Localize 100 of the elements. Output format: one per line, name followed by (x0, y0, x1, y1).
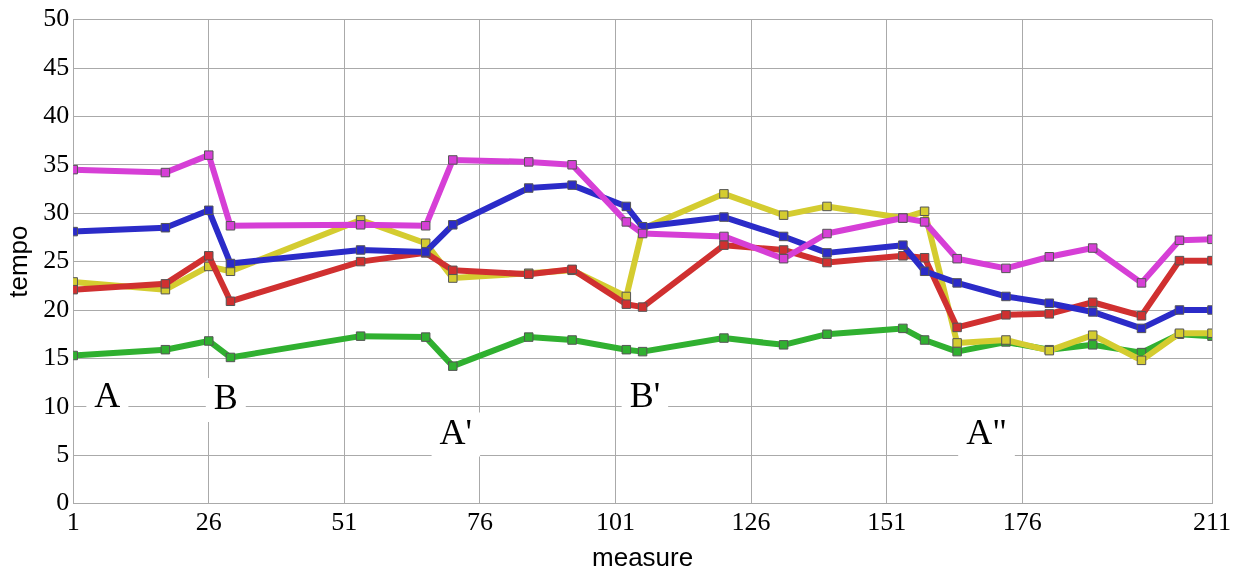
point (719, 240, 729, 250)
point (355, 256, 366, 267)
point (898, 323, 908, 334)
point (420, 221, 431, 231)
point (1001, 263, 1011, 274)
y-tick-label: 50 (43, 3, 70, 33)
point (822, 201, 832, 212)
point (160, 222, 171, 233)
point (1174, 305, 1185, 315)
y-axis-title: tempo (2, 225, 33, 298)
point (1087, 330, 1098, 340)
point (1087, 297, 1098, 307)
point (898, 240, 908, 250)
point (1001, 291, 1011, 302)
y-tick-label: 40 (43, 100, 70, 130)
point (1136, 278, 1147, 288)
x-tick-label: 26 (195, 507, 222, 537)
annotation: A (94, 374, 121, 415)
annotation: A' (439, 411, 473, 452)
point (1174, 235, 1185, 246)
point (225, 352, 236, 363)
point (448, 265, 458, 276)
y-tick-label: 10 (43, 390, 70, 420)
x-tick-label: 126 (731, 507, 771, 537)
point (822, 257, 832, 268)
point (204, 251, 214, 261)
point (448, 155, 458, 165)
point (637, 228, 648, 239)
point (448, 273, 458, 283)
point (952, 338, 962, 348)
point (160, 279, 171, 289)
y-tick-label: 35 (43, 148, 70, 178)
point (567, 180, 577, 190)
y-tick-label: 20 (43, 293, 70, 323)
point (1087, 243, 1098, 253)
annotation: B' (629, 374, 661, 415)
point (1044, 298, 1055, 308)
point (204, 205, 214, 216)
point (719, 212, 729, 222)
y-tick-label: 15 (43, 342, 70, 372)
point (898, 251, 908, 261)
point (822, 329, 832, 339)
x-axis-title: measure (592, 541, 694, 572)
y-tick-label: 30 (43, 197, 70, 227)
point (355, 331, 366, 341)
point (160, 344, 171, 355)
point (778, 245, 789, 255)
x-tick-label: 211 (1192, 507, 1232, 537)
point (919, 206, 930, 217)
point (778, 210, 789, 220)
point (448, 361, 458, 371)
annotation: B (213, 377, 238, 418)
point (1136, 323, 1147, 334)
point (778, 340, 789, 350)
point (919, 266, 930, 277)
point (567, 335, 577, 345)
point (523, 183, 534, 193)
point (1136, 311, 1147, 321)
x-tick-label: 76 (466, 507, 493, 537)
point (919, 217, 930, 227)
x-tick-label: 151 (867, 507, 907, 537)
point (448, 220, 458, 230)
point (637, 302, 648, 312)
x-tick-label: 51 (331, 507, 358, 537)
point (160, 167, 171, 178)
x-tick-label: 101 (595, 507, 635, 537)
point (778, 231, 789, 242)
point (1001, 310, 1011, 320)
point (523, 332, 534, 342)
point (225, 221, 236, 231)
y-tick-label: 5 (56, 439, 70, 469)
point (637, 346, 648, 357)
point (420, 332, 431, 342)
point (952, 278, 962, 288)
point (952, 253, 962, 264)
point (567, 160, 577, 170)
point (822, 228, 832, 239)
point (952, 346, 962, 357)
point (621, 299, 632, 309)
point (719, 333, 729, 343)
annotation: A" (966, 411, 1007, 452)
y-tick-label: 25 (43, 245, 70, 275)
y-tick-label: 45 (43, 51, 70, 81)
point (1136, 355, 1147, 366)
point (778, 253, 789, 264)
point (1044, 309, 1055, 319)
point (919, 252, 930, 263)
point (621, 344, 632, 355)
point (355, 220, 366, 230)
x-tick-label: 176 (1002, 507, 1042, 537)
point (355, 245, 366, 255)
point (1044, 252, 1055, 262)
point (204, 336, 214, 346)
point (621, 217, 632, 227)
point (621, 201, 632, 212)
point (919, 335, 930, 345)
point (225, 258, 236, 269)
point (225, 296, 236, 307)
point (719, 231, 729, 242)
point (523, 157, 534, 167)
